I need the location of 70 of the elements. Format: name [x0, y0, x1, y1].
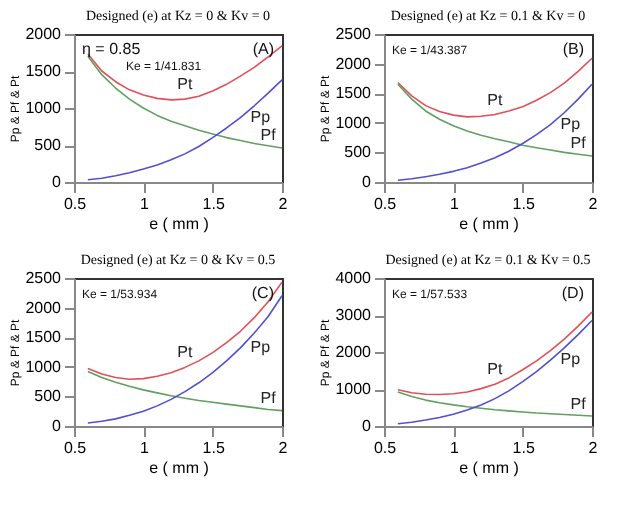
- y-tick-label: 500: [34, 387, 63, 406]
- x-tick-label: 0.5: [373, 439, 398, 457]
- annotation: (C): [251, 284, 275, 302]
- line-series: [397, 319, 593, 425]
- x-tick-label: 1: [139, 195, 150, 213]
- y-tick-label: 2000: [25, 298, 63, 317]
- series-label: Pt: [177, 343, 195, 362]
- x-tick-label: 2: [588, 195, 599, 213]
- y-tick-label: 0: [52, 417, 63, 435]
- y-tick-label: 1500: [25, 328, 63, 347]
- y-tick-label: 1500: [25, 62, 63, 80]
- x-tick-label: 1.5: [202, 439, 226, 457]
- x-tick-label: 1.5: [512, 439, 536, 457]
- line-series: [397, 83, 593, 182]
- series-label: Pt: [487, 360, 505, 379]
- y-tick-label: 4000: [335, 269, 373, 287]
- series-label: Pf: [260, 389, 278, 408]
- annotation: (D): [561, 284, 585, 302]
- x-tick-label: 1.5: [202, 195, 226, 213]
- y-tick-label: 2500: [25, 269, 63, 287]
- y-tick-label: 0: [362, 417, 373, 435]
- y-tick-label: 3000: [335, 306, 373, 324]
- y-tick-label: 1500: [335, 84, 373, 103]
- y-tick-label: 2000: [25, 25, 63, 43]
- x-tick-label: 1: [449, 195, 460, 213]
- y-tick-label: 500: [34, 136, 63, 154]
- line-series: [397, 83, 593, 157]
- y-tick-label: 2000: [335, 54, 373, 73]
- x-tick-label: 0.5: [373, 195, 398, 213]
- x-axis-title: e ( mm ): [149, 215, 210, 233]
- y-tick-label: 1000: [335, 113, 373, 132]
- line-series: [87, 281, 283, 381]
- line-series: [87, 45, 283, 101]
- x-tick-label: 1: [449, 439, 460, 457]
- line-series: [87, 370, 283, 412]
- y-tick-label: 1000: [335, 380, 373, 398]
- x-tick-label: 1: [139, 439, 150, 457]
- y-tick-label: 500: [344, 143, 373, 162]
- series-label: Pf: [570, 395, 588, 414]
- series-label: Pp: [250, 107, 272, 126]
- series-label: Pf: [570, 134, 588, 153]
- line-series: [397, 57, 593, 118]
- series-label: Pp: [250, 337, 272, 356]
- y-tick-label: 2000: [335, 343, 373, 361]
- x-tick-label: 0.5: [63, 439, 88, 457]
- series-label: Pp: [560, 350, 582, 369]
- x-axis-title: e ( mm ): [149, 459, 210, 477]
- y-tick-label: 0: [52, 173, 63, 191]
- y-tick-label: 0: [362, 173, 373, 191]
- x-axis-title: e ( mm ): [459, 215, 520, 233]
- x-axis-title: e ( mm ): [459, 459, 520, 477]
- annotation: (A): [252, 40, 275, 58]
- series-label: Pp: [560, 114, 582, 133]
- x-tick-label: 1.5: [512, 195, 536, 213]
- series-label: Pt: [487, 90, 505, 109]
- x-tick-label: 0.5: [63, 195, 88, 213]
- line-series: [397, 311, 593, 396]
- x-tick-label: 2: [588, 439, 599, 457]
- y-tick-label: 1000: [25, 99, 63, 117]
- line-series: [87, 55, 283, 149]
- annotation: η = 0.85: [82, 40, 142, 58]
- x-tick-label: 2: [278, 195, 289, 213]
- series-label: Pt: [177, 75, 195, 94]
- y-tick-label: 2500: [335, 25, 373, 43]
- annotation: (B): [562, 40, 585, 58]
- x-tick-label: 2: [278, 439, 289, 457]
- line-series: [87, 79, 283, 181]
- line-series: [397, 391, 593, 417]
- y-tick-label: 1000: [25, 357, 63, 376]
- series-label: Pf: [260, 125, 278, 144]
